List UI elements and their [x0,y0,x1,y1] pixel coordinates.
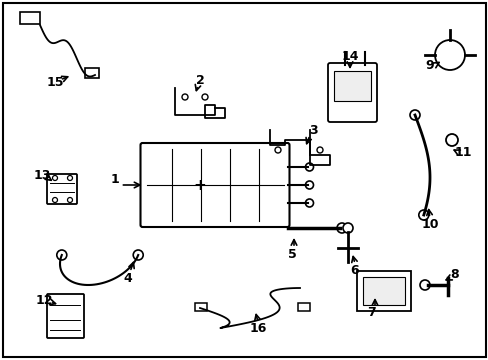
Text: 2: 2 [195,73,204,86]
Circle shape [419,280,429,290]
Circle shape [305,181,313,189]
Bar [20,12,40,24]
FancyBboxPatch shape [356,271,410,311]
Circle shape [409,110,419,120]
Text: 11: 11 [453,145,471,158]
Text: +: + [193,177,206,193]
Circle shape [305,199,313,207]
Circle shape [202,94,207,100]
Circle shape [316,147,323,153]
Bar [195,303,206,311]
Text: 3: 3 [308,123,317,136]
Circle shape [418,210,428,220]
FancyBboxPatch shape [362,277,404,305]
Circle shape [445,134,457,146]
Text: 12: 12 [35,293,53,306]
Text: 7: 7 [367,306,376,320]
FancyBboxPatch shape [47,294,84,338]
Circle shape [57,250,67,260]
Circle shape [133,250,143,260]
FancyBboxPatch shape [47,174,77,204]
Text: 13: 13 [33,168,51,181]
Bar [85,68,99,78]
Circle shape [52,176,58,180]
Circle shape [67,176,72,180]
Text: 10: 10 [420,217,438,230]
Text: 4: 4 [123,271,132,284]
Circle shape [67,198,72,202]
Text: 5: 5 [287,248,296,261]
Circle shape [434,40,464,70]
Circle shape [274,147,281,153]
FancyBboxPatch shape [327,63,376,122]
Circle shape [182,94,187,100]
FancyBboxPatch shape [140,143,289,227]
Text: 8: 8 [450,269,458,282]
Circle shape [52,198,58,202]
Text: 16: 16 [249,321,266,334]
Text: 9: 9 [425,59,433,72]
Circle shape [336,223,346,233]
Text: 14: 14 [341,50,358,63]
Text: 1: 1 [110,172,119,185]
FancyBboxPatch shape [333,71,370,101]
Bar [297,303,309,311]
Circle shape [342,223,352,233]
Text: 6: 6 [350,264,359,276]
Text: 15: 15 [46,76,63,89]
Circle shape [305,163,313,171]
